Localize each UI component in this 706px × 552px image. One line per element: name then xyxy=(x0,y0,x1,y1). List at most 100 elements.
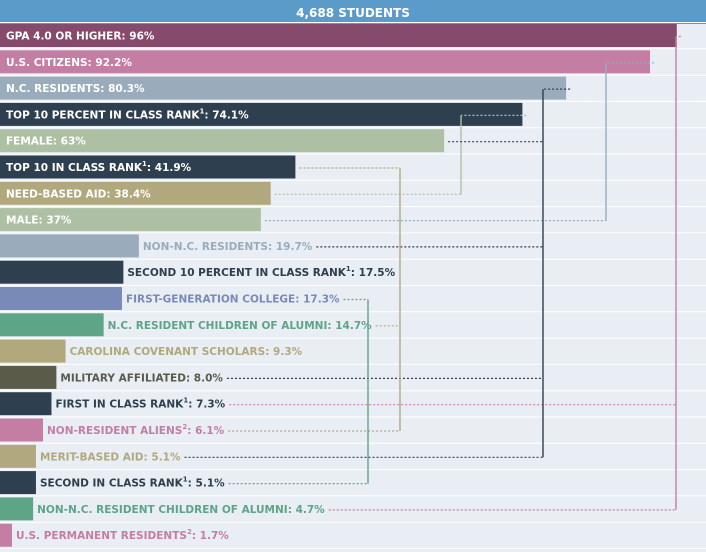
bar-label: CAROLINA COVENANT SCHOLARS: 9.3% xyxy=(70,346,303,358)
bar-label-text: TOP 10 IN CLASS RANK xyxy=(6,162,143,174)
bar-label: SECOND 10 PERCENT IN CLASS RANK1: 17.5% xyxy=(127,265,395,279)
bar-value-label: 63% xyxy=(61,136,87,148)
bar xyxy=(0,365,57,389)
bar xyxy=(0,181,271,205)
bar-label-text: GPA 4.0 OR HIGHER xyxy=(6,31,121,43)
bar-label-colon: : xyxy=(188,399,196,411)
bar-value-label: 8.0% xyxy=(194,372,224,384)
bar-label-text: U.S. PERMANENT RESIDENTS xyxy=(16,530,187,542)
bar-label-colon: : xyxy=(295,294,303,306)
bar-label-footnote: 1 xyxy=(183,476,188,484)
bar xyxy=(0,339,66,363)
bar-value-label: 19.7% xyxy=(276,241,313,253)
bar-label-footnote: 1 xyxy=(199,107,204,115)
bar-label-text: SECOND IN CLASS RANK xyxy=(40,478,184,490)
bar-label: N.C. RESIDENTS: 80.3% xyxy=(6,83,145,95)
bar-label-footnote: 1 xyxy=(142,160,147,168)
bar xyxy=(0,208,261,232)
bar-value-label: 14.7% xyxy=(335,320,372,332)
bar-value-label: 17.3% xyxy=(303,294,340,306)
bar-label-text: SECOND 10 PERCENT IN CLASS RANK xyxy=(127,267,346,279)
bar-label-footnote: 2 xyxy=(182,423,187,431)
bar xyxy=(0,523,12,547)
bar-label-text: MALE xyxy=(6,215,38,227)
bar xyxy=(0,471,36,495)
bar-label: FEMALE: 63% xyxy=(6,136,86,148)
bar-label-colon: : xyxy=(188,478,196,490)
bar-label: NON-N.C. RESIDENTS: 19.7% xyxy=(143,241,313,253)
bar-label-colon: : xyxy=(147,162,155,174)
bar-label-colon: : xyxy=(121,31,129,43)
bar-label-text: CAROLINA COVENANT SCHOLARS xyxy=(70,346,266,358)
bar xyxy=(0,392,52,416)
bar-label-colon: : xyxy=(53,136,61,148)
bar-value-label: 9.3% xyxy=(273,346,303,358)
bar-label: FIRST-GENERATION COLLEGE: 17.3% xyxy=(126,294,340,306)
bar-label-text: N.C. RESIDENT CHILDREN OF ALUMNI xyxy=(108,320,328,332)
bar-label-text: NON-N.C. RESIDENTS xyxy=(143,241,268,253)
bar xyxy=(0,444,36,468)
bar-label: TOP 10 PERCENT IN CLASS RANK1: 74.1% xyxy=(6,107,249,121)
title-bar xyxy=(0,0,706,24)
bar-label-colon: : xyxy=(265,346,273,358)
bar xyxy=(0,313,104,337)
bar-label: U.S. PERMANENT RESIDENTS2: 1.7% xyxy=(16,528,229,542)
bar-label: N.C. RESIDENT CHILDREN OF ALUMNI: 14.7% xyxy=(108,320,373,332)
bar-value-label: 7.3% xyxy=(196,399,226,411)
bar xyxy=(0,497,34,521)
bar-value-label: 1.7% xyxy=(200,530,230,542)
bar-label-footnote: 2 xyxy=(187,528,192,536)
bar xyxy=(0,234,139,258)
bar-label-colon: : xyxy=(204,109,212,121)
bar-label: NON-RESIDENT ALIENS2: 6.1% xyxy=(47,423,225,437)
bar xyxy=(0,287,122,310)
bar-label-colon: : xyxy=(327,320,335,332)
bar-value-label: 37% xyxy=(46,215,72,227)
bar-label-colon: : xyxy=(38,215,46,227)
bar xyxy=(0,260,124,284)
bar-label-text: NON-N.C. RESIDENT CHILDREN OF ALUMNI xyxy=(37,504,288,516)
bar-value-label: 41.9% xyxy=(155,162,192,174)
bar-label-text: FIRST-GENERATION COLLEGE xyxy=(126,294,295,306)
bar xyxy=(0,129,445,153)
bar xyxy=(0,418,44,442)
bar-label: GPA 4.0 OR HIGHER: 96% xyxy=(6,31,155,43)
bar-label-colon: : xyxy=(106,188,114,200)
bar-label-colon: : xyxy=(351,267,359,279)
bar-value-label: 96% xyxy=(129,31,155,43)
bar-value-label: 5.1% xyxy=(196,478,226,490)
bar-value-label: 74.1% xyxy=(212,109,249,121)
bar-label-footnote: 1 xyxy=(183,397,188,405)
bar-label: U.S. CITIZENS: 92.2% xyxy=(6,57,132,69)
bar-label: MILITARY AFFILIATED: 8.0% xyxy=(60,372,223,384)
bar-label: NON-N.C. RESIDENT CHILDREN OF ALUMNI: 4.… xyxy=(37,504,325,516)
bar-label-text: NEED-BASED AID xyxy=(6,188,107,200)
bar-label-text: TOP 10 PERCENT IN CLASS RANK xyxy=(6,109,200,121)
bar-value-label: 5.1% xyxy=(151,451,181,463)
bar-label-colon: : xyxy=(187,425,195,437)
bar xyxy=(0,155,296,179)
bar-value-label: 6.1% xyxy=(195,425,225,437)
bar-label-text: U.S. CITIZENS xyxy=(6,57,88,69)
bar-label-colon: : xyxy=(100,83,108,95)
bar-label-text: NON-RESIDENT ALIENS xyxy=(47,425,182,437)
bar-label-colon: : xyxy=(288,504,296,516)
bar-label-colon: : xyxy=(144,451,152,463)
chart-title: 4,688 STUDENTS xyxy=(296,6,410,20)
bar-label: MERIT-BASED AID: 5.1% xyxy=(40,451,181,463)
bar-value-label: 92.2% xyxy=(95,57,132,69)
bar-value-label: 80.3% xyxy=(108,83,145,95)
bar-value-label: 4.7% xyxy=(296,504,326,516)
bar-label: FIRST IN CLASS RANK1: 7.3% xyxy=(55,397,225,411)
bar-value-label: 17.5% xyxy=(359,267,396,279)
bar-label: MALE: 37% xyxy=(6,215,72,227)
bar-label-text: FIRST IN CLASS RANK xyxy=(55,399,184,411)
bar-label-colon: : xyxy=(186,372,194,384)
bar xyxy=(0,50,651,74)
bar-label: NEED-BASED AID: 38.4% xyxy=(6,188,151,200)
bar-label-text: FEMALE xyxy=(6,136,53,148)
bar-label-text: N.C. RESIDENTS xyxy=(6,83,100,95)
bar xyxy=(0,76,567,100)
bar-value-label: 38.4% xyxy=(114,188,151,200)
